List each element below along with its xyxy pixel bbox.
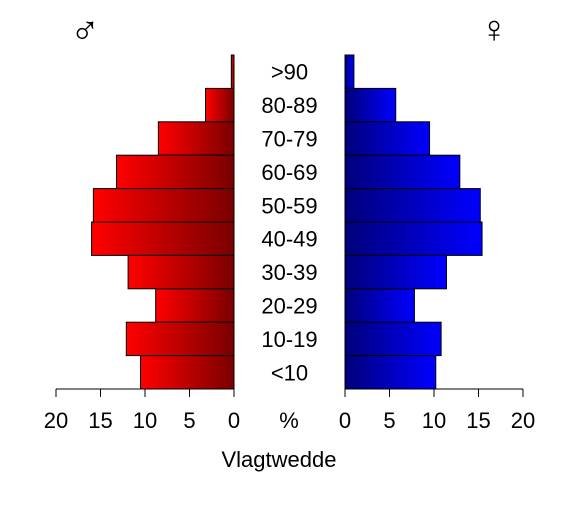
right-tick-label-4: 20 xyxy=(511,408,535,433)
category-label-3: 60-69 xyxy=(261,160,317,185)
bar-right-3 xyxy=(344,154,461,190)
category-label-9: <10 xyxy=(271,360,308,385)
left-tick-label-1: 15 xyxy=(88,408,112,433)
left-tick-label-3: 5 xyxy=(183,408,195,433)
bar-left-6 xyxy=(127,254,235,290)
bar-left-7 xyxy=(155,288,235,323)
left-tick-label-0: 20 xyxy=(44,408,68,433)
center-axis-label: % xyxy=(279,408,299,433)
bar-left-1 xyxy=(205,87,235,123)
bar-right-0 xyxy=(344,54,355,89)
right-tick-label-1: 5 xyxy=(383,408,395,433)
right-tick-label-3: 15 xyxy=(466,408,490,433)
female-symbol: ♀ xyxy=(480,9,509,51)
bar-left-5 xyxy=(91,221,235,256)
category-label-7: 20-29 xyxy=(261,294,317,319)
bar-right-4 xyxy=(344,188,481,223)
left-tick-label-4: 0 xyxy=(228,408,240,433)
bar-left-3 xyxy=(116,154,235,190)
right-tick-label-0: 0 xyxy=(339,408,351,433)
category-label-0: >90 xyxy=(271,60,308,85)
bar-left-4 xyxy=(92,188,235,223)
bar-right-1 xyxy=(344,87,397,123)
bar-left-9 xyxy=(140,355,235,390)
x-axis-label: Vlagtwedde xyxy=(222,447,337,472)
left-tick-label-2: 10 xyxy=(133,408,157,433)
bar-right-6 xyxy=(344,254,447,290)
category-label-4: 50-59 xyxy=(261,193,317,218)
category-label-5: 40-49 xyxy=(261,227,317,252)
bar-right-7 xyxy=(344,288,415,323)
bar-right-2 xyxy=(344,121,431,156)
bar-left-8 xyxy=(125,321,235,357)
bar-left-0 xyxy=(230,54,235,89)
right-tick-label-2: 10 xyxy=(422,408,446,433)
category-label-6: 30-39 xyxy=(261,260,317,285)
category-label-1: 80-89 xyxy=(261,93,317,118)
male-symbol: ♂ xyxy=(70,9,100,53)
category-label-2: 70-79 xyxy=(261,127,317,152)
bar-right-8 xyxy=(344,321,442,357)
category-label-8: 10-19 xyxy=(261,327,317,352)
bar-right-9 xyxy=(344,355,437,390)
bar-right-5 xyxy=(344,221,483,256)
bar-left-2 xyxy=(157,121,235,156)
